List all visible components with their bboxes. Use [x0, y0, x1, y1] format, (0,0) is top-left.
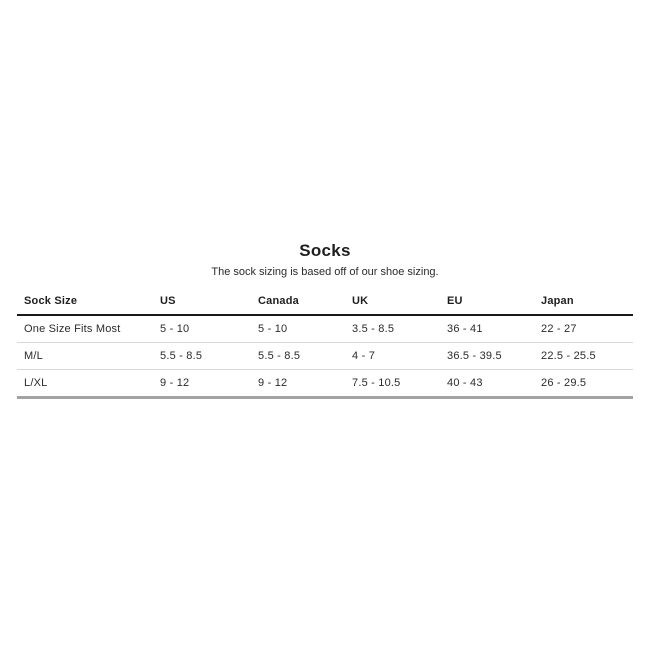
- column-header-japan: Japan: [534, 288, 633, 316]
- cell-uk-value: 4 - 7: [345, 342, 440, 370]
- cell-us-value: 5.5 - 8.5: [153, 342, 251, 370]
- table-row: L/XL 9 - 12 9 - 12 7.5 - 10.5 40 - 43 26…: [17, 369, 633, 399]
- cell-eu-value: 40 - 43: [440, 369, 534, 399]
- table-row: M/L 5.5 - 8.5 5.5 - 8.5 4 - 7 36.5 - 39.…: [17, 342, 633, 370]
- page-subtitle: The sock sizing is based off of our shoe…: [211, 266, 439, 278]
- cell-size-label: L/XL: [17, 369, 153, 399]
- cell-us-value: 5 - 10: [153, 315, 251, 343]
- table-row: One Size Fits Most 5 - 10 5 - 10 3.5 - 8…: [17, 315, 633, 343]
- cell-uk-value: 3.5 - 8.5: [345, 315, 440, 343]
- cell-japan-value: 22 - 27: [534, 315, 633, 343]
- cell-canada-value: 5 - 10: [251, 315, 345, 343]
- sock-size-table: Sock Size US Canada UK EU Japan One Size…: [17, 288, 633, 399]
- cell-canada-value: 9 - 12: [251, 369, 345, 399]
- column-header-sock-size: Sock Size: [17, 288, 153, 316]
- cell-us-value: 9 - 12: [153, 369, 251, 399]
- cell-eu-value: 36 - 41: [440, 315, 534, 343]
- column-header-uk: UK: [345, 288, 440, 316]
- size-guide-section: Socks The sock sizing is based off of ou…: [17, 241, 633, 399]
- column-header-canada: Canada: [251, 288, 345, 316]
- table-header-row: Sock Size US Canada UK EU Japan: [17, 288, 633, 316]
- column-header-us: US: [153, 288, 251, 316]
- cell-canada-value: 5.5 - 8.5: [251, 342, 345, 370]
- cell-japan-value: 26 - 29.5: [534, 369, 633, 399]
- cell-eu-value: 36.5 - 39.5: [440, 342, 534, 370]
- cell-size-label: One Size Fits Most: [17, 315, 153, 343]
- cell-japan-value: 22.5 - 25.5: [534, 342, 633, 370]
- page-title: Socks: [299, 241, 351, 260]
- cell-uk-value: 7.5 - 10.5: [345, 369, 440, 399]
- column-header-eu: EU: [440, 288, 534, 316]
- cell-size-label: M/L: [17, 342, 153, 370]
